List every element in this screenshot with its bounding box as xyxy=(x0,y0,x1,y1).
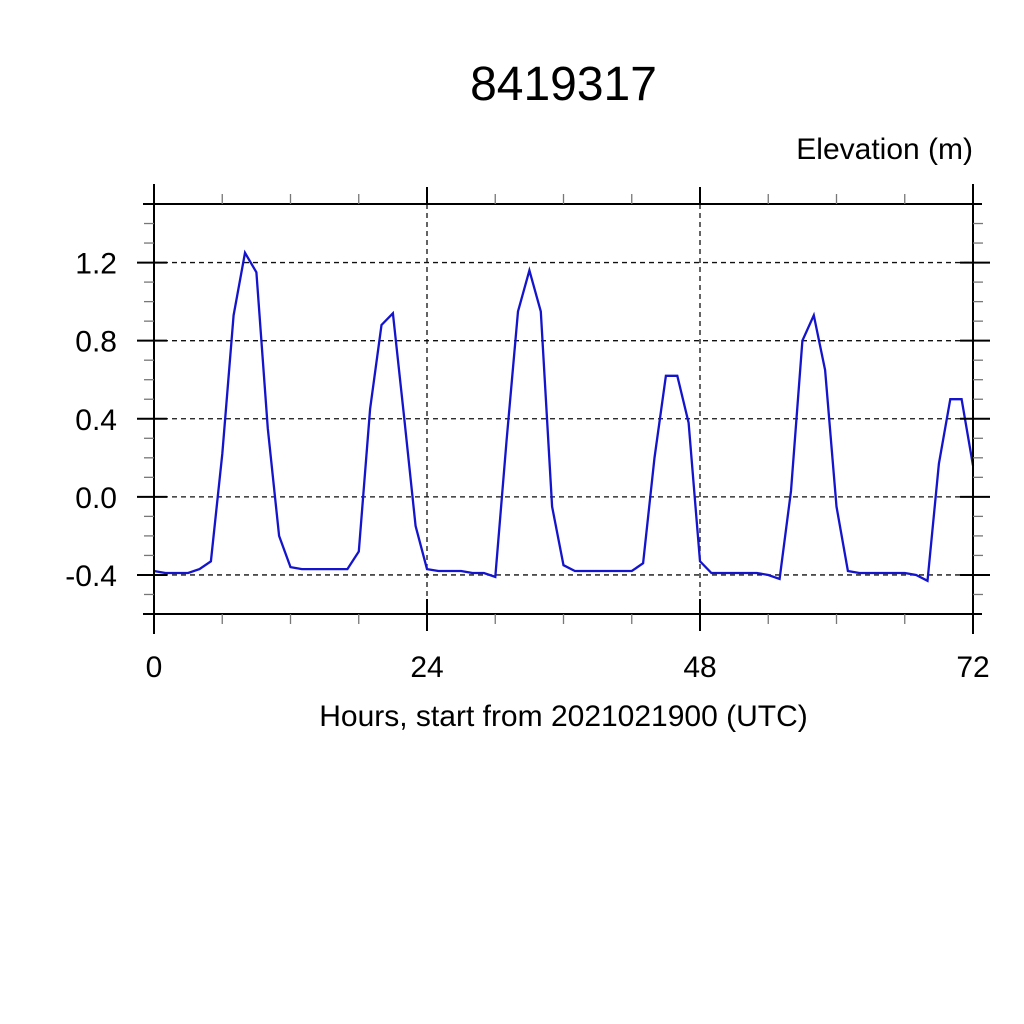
y-tick-label: 0.8 xyxy=(75,326,117,359)
y-tick-label: 0.0 xyxy=(75,482,117,515)
chart-title: 8419317 xyxy=(470,58,657,111)
x-tick-label: 48 xyxy=(683,651,716,684)
y-tick-label: 0.4 xyxy=(75,404,117,437)
elevation-units-label: Elevation (m) xyxy=(796,133,973,166)
y-tick-label: -0.4 xyxy=(65,560,117,593)
x-tick-label: 24 xyxy=(410,651,443,684)
x-tick-label: 72 xyxy=(956,651,989,684)
y-tick-label: 1.2 xyxy=(75,248,117,281)
elevation-series-line xyxy=(153,249,975,583)
x-axis-label: Hours, start from 2021021900 (UTC) xyxy=(319,700,808,733)
x-tick-label: 0 xyxy=(146,651,163,684)
